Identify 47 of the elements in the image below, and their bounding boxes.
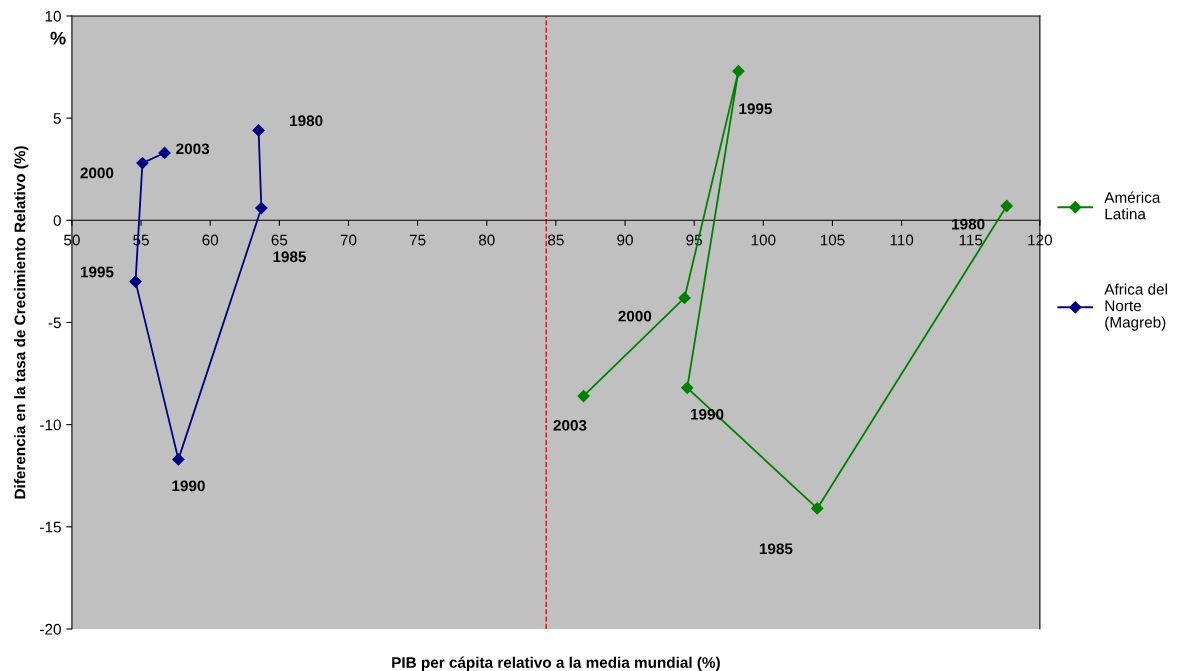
y-tick-label: -15: [40, 521, 61, 533]
y-tick-label: 0: [53, 215, 61, 226]
x-tick-label: 70: [340, 234, 357, 246]
x-tick-label: 115: [959, 234, 983, 246]
annotation: 1995: [80, 266, 114, 278]
x-tick-label: 105: [820, 234, 845, 246]
y-tick-label: -5: [48, 317, 61, 329]
point: [158, 146, 171, 159]
point: [732, 65, 745, 78]
y-tick-label: 10: [45, 10, 61, 22]
annotation: 1985: [759, 543, 793, 555]
x-tick-label: 60: [202, 234, 219, 246]
annotation: 2003: [553, 419, 587, 431]
annotation: 1980: [290, 115, 323, 127]
x-tick-label: 100: [751, 234, 776, 246]
point: [681, 381, 694, 394]
y-tick-label: -20: [40, 623, 61, 635]
annotation: 1985: [273, 251, 307, 263]
x-tick-label: 110: [890, 234, 914, 246]
point: [577, 389, 590, 403]
x-tick-label: 75: [409, 234, 426, 246]
x-tick-label: 65: [271, 234, 288, 246]
legend-label: Africa del Norte (Magreb): [1104, 283, 1167, 331]
point: [136, 156, 149, 170]
x-tick-label: 50: [64, 234, 80, 246]
x-axis-title: PIB per cápita relativo a la media mundial (%): [392, 656, 720, 671]
y-tick-label: -10: [40, 419, 61, 431]
point: [172, 453, 185, 466]
annotation: 2003: [176, 143, 210, 155]
annotation: 1995: [739, 103, 772, 115]
text: %: [50, 31, 66, 45]
point: [811, 502, 824, 515]
point: [255, 201, 268, 215]
x-tick-label: 85: [548, 234, 564, 246]
annotation: 1980: [952, 218, 985, 230]
x-tick-label: 80: [478, 234, 495, 246]
y-axis-title: Diferencia en la tasa de Crecimiento Relativo (%): [14, 146, 29, 499]
y-tick-label: 5: [53, 113, 61, 124]
annotation: 2000: [618, 310, 652, 322]
point: [252, 124, 265, 137]
annotation: 1990: [172, 480, 205, 492]
legend-label: América Latina: [1104, 191, 1161, 220]
point: [1000, 199, 1013, 213]
point: [129, 275, 142, 288]
annotation: 2000: [80, 167, 114, 179]
x-tick-label: 90: [617, 234, 633, 246]
point: [678, 291, 691, 305]
